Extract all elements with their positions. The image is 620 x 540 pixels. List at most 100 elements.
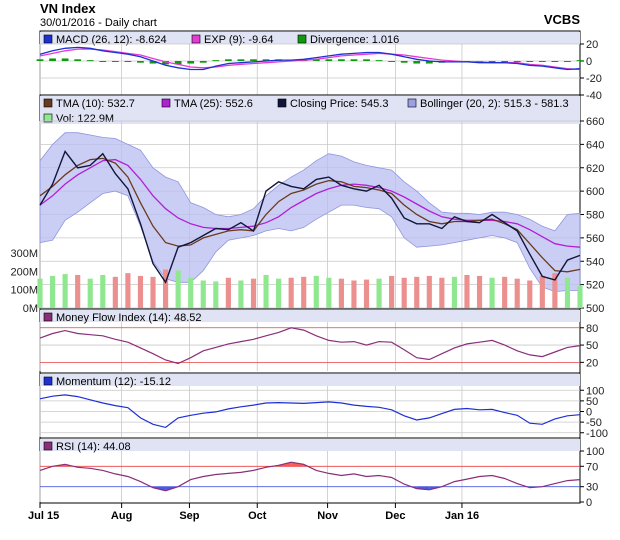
divergence-bar bbox=[199, 61, 207, 63]
divergence-bar bbox=[400, 61, 408, 63]
divergence-bar bbox=[538, 61, 546, 62]
x-tick-label: Aug bbox=[111, 510, 132, 522]
mfi-panel-tick-label: 80 bbox=[586, 323, 598, 335]
chart-subtitle: 30/01/2016 - Daily chart bbox=[40, 17, 157, 29]
price-panel-legend-text: Bollinger (20, 2): 515.3 - 581.3 bbox=[420, 98, 569, 110]
volume-bar bbox=[426, 275, 432, 308]
volume-bar bbox=[100, 275, 106, 308]
rsi-line bbox=[39, 461, 581, 492]
divergence-bar bbox=[312, 59, 320, 61]
rsi-panel-tick-label: 30 bbox=[586, 482, 598, 494]
macd-panel-legend-text: MACD (26, 12): -8.624 bbox=[56, 34, 167, 46]
volume-bar bbox=[125, 273, 131, 308]
volume-bar bbox=[49, 275, 56, 308]
divergence-bar bbox=[526, 61, 534, 62]
volume-bar bbox=[451, 276, 457, 308]
volume-bar bbox=[514, 278, 520, 308]
mfi-panel-legend-text: Money Flow Index (14): 48.52 bbox=[56, 312, 202, 324]
volume-bar bbox=[301, 276, 307, 308]
price-panel-tick-label: 560 bbox=[586, 233, 604, 245]
volume-bar bbox=[213, 281, 219, 308]
macd-panel-legend-swatch bbox=[297, 34, 307, 44]
brand-label: VCBS bbox=[544, 12, 580, 27]
volume-bar bbox=[363, 279, 370, 308]
mfi-panel-legend-bar bbox=[40, 310, 580, 322]
volume-bar bbox=[476, 275, 483, 308]
volume-bar bbox=[351, 280, 357, 308]
mfi-panel-legend-swatch bbox=[43, 312, 53, 322]
divergence-bar bbox=[99, 61, 107, 62]
price-panel-tick-label: 540 bbox=[586, 256, 604, 268]
divergence-bar bbox=[74, 59, 82, 61]
chart-title: VN Index bbox=[40, 1, 96, 16]
macd-panel-tick-label: 0 bbox=[586, 56, 592, 68]
price-panel-legend-text: Closing Price: 545.3 bbox=[290, 98, 388, 110]
tma25-line bbox=[39, 158, 581, 248]
volume-bar bbox=[527, 280, 533, 308]
volume-bar bbox=[276, 278, 282, 308]
volume-bar bbox=[313, 275, 319, 308]
price-panel-legend-text: TMA (10): 532.7 bbox=[56, 98, 135, 110]
divergence-bar bbox=[224, 59, 232, 61]
volume-tick-label: 300M bbox=[10, 248, 38, 260]
price-panel-tick-label: 620 bbox=[586, 163, 604, 175]
volume-bar bbox=[163, 269, 169, 308]
divergence-bar bbox=[124, 61, 132, 62]
x-tick-label: Jul 15 bbox=[28, 510, 59, 522]
mfi-panel-tick-label: 50 bbox=[586, 340, 598, 352]
divergence-bar bbox=[61, 58, 69, 61]
volume-bar bbox=[225, 277, 231, 308]
price-panel-legend-text: TMA (25): 552.6 bbox=[174, 98, 253, 110]
indicator-panels: MACD (26, 12): -8.624 EXP (9): -9.64 Diver… bbox=[10, 30, 608, 509]
volume-bar bbox=[414, 276, 420, 308]
divergence-bar bbox=[325, 59, 333, 61]
price-panel-tick-label: 580 bbox=[586, 210, 604, 222]
price-panel-tick-label: 500 bbox=[586, 303, 604, 315]
x-tick-label: Oct bbox=[248, 510, 267, 522]
volume-bar bbox=[539, 275, 545, 308]
momentum-panel-tick-label: 100 bbox=[586, 385, 604, 397]
volume-bar bbox=[552, 273, 558, 308]
price-panel-tick-label: 600 bbox=[586, 186, 604, 198]
x-tick-label: Sep bbox=[179, 510, 199, 522]
divergence-bar bbox=[363, 59, 370, 61]
divergence-bar bbox=[174, 61, 182, 65]
momentum-panel-tick-label: -50 bbox=[586, 417, 602, 429]
divergence-bar bbox=[137, 61, 144, 63]
price-panel-legend-swatch bbox=[161, 98, 171, 108]
x-axis: Jul 15 Aug Sep Oct Nov Dec Jan 16 bbox=[28, 503, 479, 522]
price-panel-tick-label: 660 bbox=[586, 116, 604, 128]
price-panel-legend-swatch bbox=[407, 98, 417, 108]
momentum-panel-tick-label: -100 bbox=[586, 428, 608, 440]
volume-bar bbox=[175, 270, 181, 308]
volume-bar bbox=[401, 277, 407, 308]
divergence-bar bbox=[388, 61, 396, 62]
divergence-bar bbox=[111, 61, 119, 62]
volume-bar bbox=[150, 276, 156, 308]
volume-bar bbox=[75, 275, 81, 308]
divergence-bar bbox=[86, 60, 94, 62]
volume-bar bbox=[87, 278, 93, 308]
volume-bar bbox=[489, 277, 495, 308]
x-tick-label: Jan 16 bbox=[445, 510, 479, 522]
divergence-bar bbox=[425, 61, 433, 64]
divergence-bar bbox=[262, 59, 270, 61]
macd-panel-legend-swatch bbox=[191, 34, 201, 44]
divergence-bar bbox=[576, 60, 584, 62]
price-panel-legend-swatch bbox=[43, 113, 53, 123]
price-panel-tick-label: 640 bbox=[586, 139, 604, 151]
divergence-bar bbox=[551, 61, 559, 62]
mfi-panel-tick-label: 20 bbox=[586, 357, 598, 369]
volume-bar bbox=[338, 278, 344, 308]
momentum-panel-legend-swatch bbox=[43, 376, 53, 386]
macd-line bbox=[39, 46, 581, 71]
macd-panel-legend-bar bbox=[40, 32, 580, 44]
divergence-bar bbox=[250, 59, 257, 61]
volume-bar bbox=[188, 277, 194, 308]
volume-bar bbox=[376, 278, 382, 308]
volume-bar bbox=[326, 277, 332, 308]
volume-bar bbox=[564, 277, 571, 308]
macd-panel-tick-label: -20 bbox=[586, 73, 602, 85]
divergence-bar bbox=[162, 61, 169, 65]
